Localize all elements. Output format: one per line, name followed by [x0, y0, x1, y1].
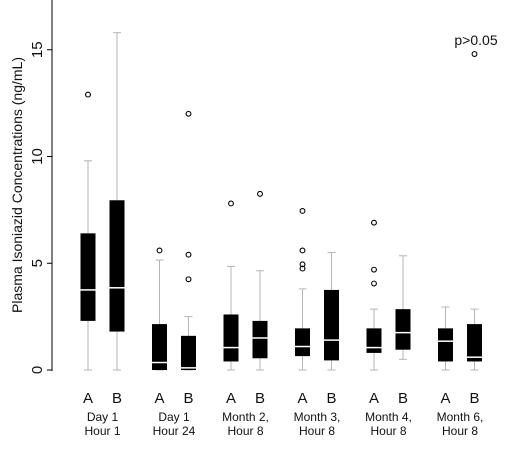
group-label-line1: Day 1: [158, 410, 190, 424]
box-iqr: [295, 328, 310, 357]
box-iqr: [109, 200, 125, 332]
outlier-point: [185, 251, 192, 258]
y-axis: 0 5 10 15: [29, 0, 53, 374]
y-tick-label: 0: [29, 366, 46, 374]
arm-label-a: A: [440, 390, 450, 407]
group-label-line2: Hour 8: [299, 424, 335, 438]
box-iqr: [438, 328, 453, 362]
outlier-point: [156, 247, 163, 254]
box-iqr: [152, 324, 167, 370]
box-iqr: [467, 324, 482, 362]
outlier-point: [471, 51, 478, 57]
outlier-point: [257, 190, 263, 197]
y-tick-label: 15: [29, 41, 46, 58]
group-label-line1: Month 3,: [294, 410, 341, 424]
outlier-point: [299, 261, 306, 268]
arm-label-a: A: [154, 390, 164, 407]
arm-label-b: B: [112, 390, 122, 407]
group-label-line2: Hour 8: [370, 424, 406, 438]
outlier-point: [371, 280, 377, 287]
outlier-point: [299, 207, 306, 214]
group-label-line1: Month 4,: [365, 410, 412, 424]
arm-label-a: A: [297, 390, 307, 407]
arm-label-b: B: [183, 390, 193, 407]
group-label-line1: Month 6,: [437, 410, 484, 424]
box-iqr: [181, 335, 196, 370]
arm-label-a: A: [226, 390, 236, 407]
box-iqr: [80, 233, 96, 321]
group-label-line2: Hour 8: [442, 424, 478, 438]
arm-label-a: A: [83, 390, 93, 407]
box-iqr: [252, 320, 268, 359]
y-axis-label: Plasma Isoniazid Concentrations (ng/mL): [9, 57, 25, 313]
outlier-point: [85, 91, 91, 98]
box-iqr: [223, 314, 239, 362]
outlier-point: [185, 276, 192, 283]
outlier-point: [371, 266, 377, 273]
y-tick-label: 10: [29, 148, 46, 165]
group-label-line2: Hour 24: [153, 424, 196, 438]
y-tick-label: 5: [29, 259, 46, 267]
outlier-point: [228, 200, 234, 207]
group-label-line2: Hour 1: [84, 424, 120, 438]
arm-label-a: A: [369, 390, 379, 407]
outlier-point: [185, 110, 192, 117]
box-iqr: [366, 328, 382, 353]
arm-label-b: B: [326, 390, 336, 407]
group-label-line1: Month 2,: [222, 410, 269, 424]
box-iqr: [324, 289, 339, 361]
arm-label-b: B: [398, 390, 408, 407]
p-value-annotation: p>0.05: [454, 32, 497, 48]
group-label-line1: Day 1: [87, 410, 119, 424]
arm-label-b: B: [255, 390, 265, 407]
outlier-point: [299, 247, 306, 254]
plot-marks: [80, 32, 482, 371]
box-iqr: [395, 309, 411, 350]
group-label-line2: Hour 8: [227, 424, 263, 438]
outlier-point: [371, 219, 377, 226]
arm-label-b: B: [469, 390, 479, 407]
